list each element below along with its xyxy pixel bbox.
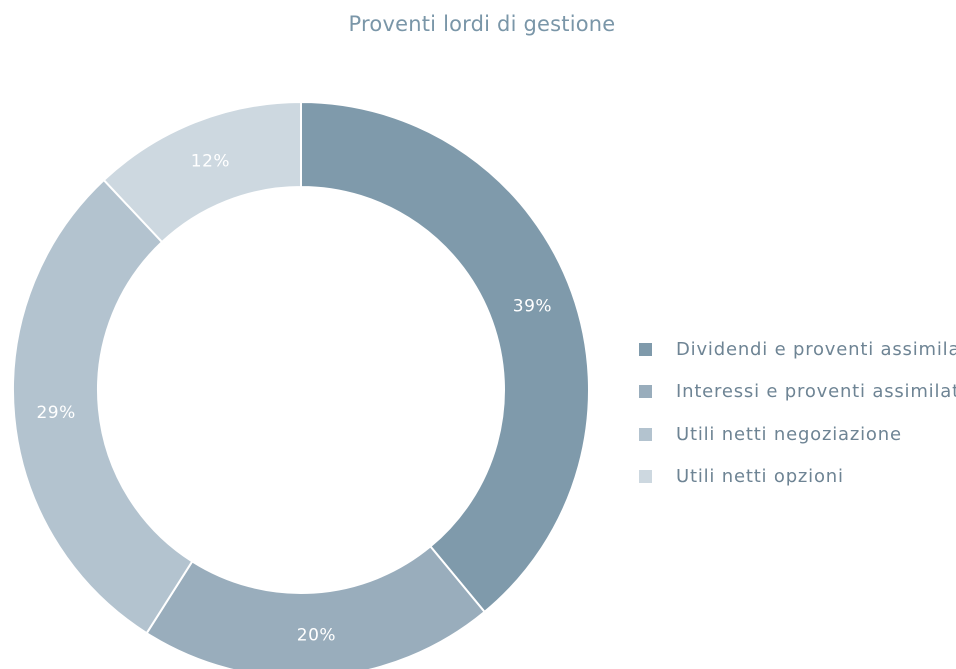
slice-label-2: 20% <box>297 626 336 646</box>
legend-label: Utili netti negoziazione <box>676 423 902 445</box>
slice-label-3: 29% <box>36 403 75 423</box>
legend: Dividendi e proventi assimilati Interessi… <box>639 328 956 498</box>
legend-label: Utili netti opzioni <box>676 466 844 488</box>
legend-swatch <box>639 342 652 356</box>
chart-title: Proventi lordi di gestione <box>348 12 616 36</box>
donut-slice-labels: 39% 20% 29% 12% <box>36 151 552 646</box>
legend-label: Dividendi e proventi assimilati <box>676 338 956 360</box>
donut-slice-1 <box>300 100 590 614</box>
donut-slice-3 <box>12 178 194 635</box>
donut-slices <box>12 100 590 669</box>
slice-label-4: 12% <box>191 151 230 171</box>
donut-slice-4 <box>102 100 302 244</box>
legend-item-1: Dividendi e proventi assimilati <box>639 328 956 371</box>
donut-slice-2 <box>145 545 486 669</box>
legend-swatch <box>639 427 652 441</box>
legend-swatch <box>639 470 652 484</box>
donut-chart: 39% 20% 29% 12% <box>12 100 590 669</box>
legend-item-2: Interessi e proventi assimilati <box>639 371 956 414</box>
legend-item-4: Utili netti opzioni <box>639 456 956 499</box>
slice-label-1: 39% <box>513 297 552 317</box>
legend-item-3: Utili netti negoziazione <box>639 413 956 456</box>
legend-label: Interessi e proventi assimilati <box>676 381 956 403</box>
legend-swatch <box>639 385 652 399</box>
